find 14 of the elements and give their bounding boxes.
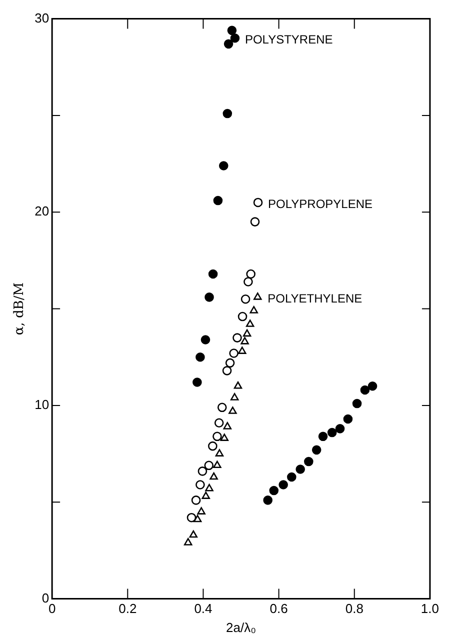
y-tick-label: 10 [34, 397, 50, 412]
y-tick-label: 30 [34, 10, 50, 26]
y-axis-title: α, dB/M [12, 282, 28, 336]
x-tick-label: 0.6 [270, 601, 288, 616]
y-tick-label: 0 [42, 590, 50, 606]
series-label: POLYPROPYLENE [268, 196, 372, 211]
y-tick-label: 20 [34, 204, 50, 219]
x-tick-label: 0.4 [194, 601, 212, 616]
series-label: POLYETHYLENE [268, 292, 362, 306]
x-tick-label: 1.0 [420, 601, 440, 616]
legend-label: POLYSTYRENE [244, 32, 333, 46]
x-tick-label: 0.2 [118, 601, 137, 616]
x-axis-title: 2a/λ₀ [226, 620, 256, 635]
x-tick-label: 0.8 [345, 601, 364, 616]
